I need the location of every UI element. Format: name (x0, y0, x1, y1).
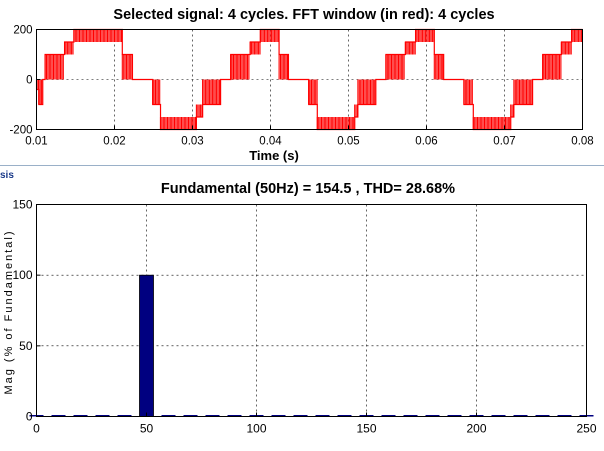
fft-bar (293, 415, 308, 417)
signal-x-tick-label: 0.05 (337, 136, 359, 148)
fft-bar (139, 274, 154, 417)
fft-bar (95, 415, 110, 417)
fft-y-tick-label: 150 (12, 198, 32, 212)
fft-bar (161, 415, 176, 417)
fft-chart-title: Fundamental (50Hz) = 154.5 , THD= 28.68% (161, 181, 455, 197)
fft-bar (403, 415, 418, 417)
fft-bar (117, 415, 132, 417)
fft-bar (491, 415, 506, 417)
fft-axes-box (36, 204, 587, 417)
fft-bar (425, 415, 440, 417)
fft-bar (315, 415, 330, 417)
fft-bar (535, 415, 550, 417)
signal-x-axis-label: Time (s) (249, 148, 299, 163)
fft-x-tick-label: 50 (140, 422, 154, 436)
signal-y-tick-label: 0 (26, 75, 32, 87)
signal-y-tick-label: 200 (13, 25, 32, 37)
signal-chart-title: Selected signal: 4 cycles. FFT window (i… (113, 7, 494, 23)
fft-bar (205, 415, 220, 417)
signal-x-tick-label: 0.03 (181, 136, 203, 148)
fft-bar (183, 415, 198, 417)
fft-bar (271, 415, 286, 417)
fft-grid (36, 204, 587, 417)
fft-x-tick-label: 100 (246, 422, 266, 436)
fft-y-tick-label: 50 (19, 339, 33, 353)
fft-x-tick-label: 150 (356, 422, 376, 436)
fft-bar (557, 415, 572, 417)
fft-x-tick-label: 250 (576, 422, 596, 436)
signal-x-tick-label: 0.08 (571, 136, 593, 148)
side-label: sis (0, 170, 14, 181)
fft-bar (337, 415, 352, 417)
signal-ticks: 0.01 0.02 0.03 0.04 0.05 0.06 0.07 0.08 -200 0 200 (9, 25, 593, 148)
signal-x-tick-label: 0.01 (25, 136, 47, 148)
fft-ticks: 0 50 100 150 200 250 0 50 100 150 (12, 198, 596, 436)
signal-x-tick-label: 0.06 (415, 136, 437, 148)
fft-bar (73, 415, 88, 417)
signal-line (36, 28, 583, 131)
signal-x-tick-label: 0.04 (259, 136, 282, 148)
fft-x-tick-label: 0 (33, 422, 40, 436)
fft-bar (227, 415, 242, 417)
fft-y-tick-label: 100 (12, 268, 32, 282)
fft-bar (381, 415, 396, 417)
fft-x-tick-label: 200 (466, 422, 486, 436)
signal-x-tick-label: 0.07 (493, 136, 515, 148)
fft-y-tick-label: 0 (26, 410, 33, 424)
fft-y-axis-label: Mag (% of Fundamental) (3, 229, 15, 394)
signal-grid (36, 29, 583, 130)
fft-bar (447, 415, 462, 417)
signal-x-tick-label: 0.02 (103, 136, 125, 148)
fft-bar (51, 415, 66, 417)
fft-bar (513, 415, 528, 417)
signal-y-tick-label: -200 (9, 125, 32, 137)
